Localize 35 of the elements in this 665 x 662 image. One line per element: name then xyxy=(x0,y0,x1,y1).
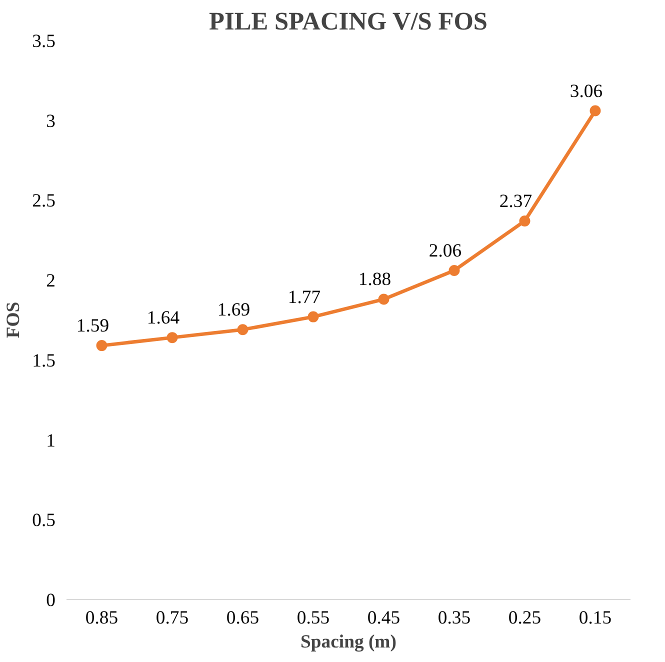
data-label: 1.88 xyxy=(358,269,392,290)
data-label: 3.06 xyxy=(570,80,603,102)
y-tick-label: 3.5 xyxy=(32,31,56,52)
data-label: 1.77 xyxy=(288,286,321,308)
x-tick-label: 0.65 xyxy=(226,608,260,628)
y-tick-label: 1 xyxy=(46,430,56,452)
point xyxy=(448,265,460,276)
x-tick-label: 0.75 xyxy=(156,608,189,628)
x-axis-title: Spacing (m) xyxy=(300,632,396,652)
y-tick-label: 0.5 xyxy=(32,510,56,532)
data-label: 2.06 xyxy=(428,240,462,262)
y-tick-label: 1.5 xyxy=(32,350,56,372)
x-tick-label: 0.55 xyxy=(296,608,330,628)
chart-title: PILE SPACING V/S FOS xyxy=(209,8,488,36)
point xyxy=(378,294,390,305)
y-tick-label: 0 xyxy=(46,590,56,611)
point xyxy=(96,340,108,352)
data-label: 1.69 xyxy=(217,300,250,321)
x-tick-label: 0.85 xyxy=(85,608,118,628)
y-tick-label: 3 xyxy=(46,110,56,132)
data-label: 2.37 xyxy=(499,190,532,212)
point xyxy=(590,105,601,116)
x-tick-label: 0.15 xyxy=(578,608,612,628)
y-tick-label: 2 xyxy=(46,270,56,292)
point xyxy=(166,332,178,344)
x-tick-label: 0.35 xyxy=(438,608,471,628)
y-tick-label: 2.5 xyxy=(32,190,56,212)
point xyxy=(519,215,530,226)
point xyxy=(308,311,319,322)
x-tick-label: 0.25 xyxy=(508,608,542,628)
y-axis-title: FOS xyxy=(3,302,24,338)
data-label: 1.59 xyxy=(76,316,110,337)
data-label: 1.64 xyxy=(146,308,180,329)
point xyxy=(237,324,248,336)
x-tick-label: 0.45 xyxy=(367,608,400,628)
